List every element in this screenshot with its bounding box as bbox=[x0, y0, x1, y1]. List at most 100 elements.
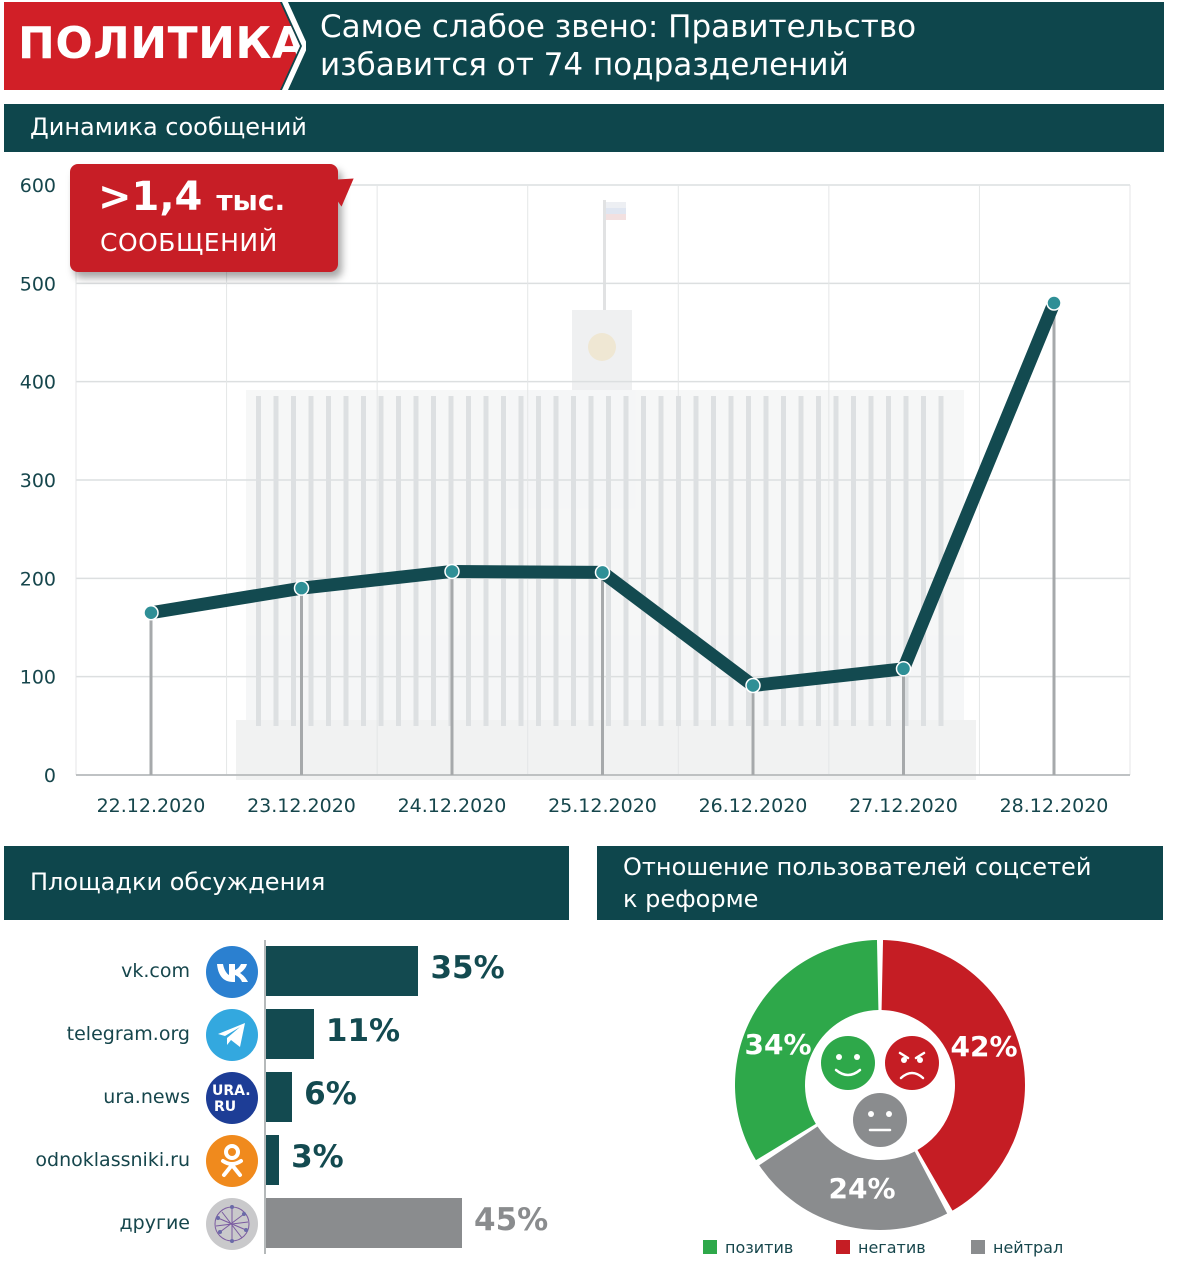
sentiment-faces bbox=[821, 1036, 939, 1147]
building-column bbox=[781, 396, 786, 726]
building-column bbox=[623, 396, 629, 726]
total-messages-callout: >1,4 тыс. СООБЩЕНИЙ bbox=[70, 164, 338, 272]
building-column bbox=[588, 396, 594, 726]
building-column bbox=[606, 396, 611, 726]
building-column bbox=[291, 396, 296, 726]
y-axis-ticks: 0 100 200 300 400 500 600 bbox=[20, 175, 56, 787]
building-column bbox=[518, 396, 524, 726]
rubric-label: ПОЛИТИКА bbox=[18, 18, 307, 69]
x-tick-label-0: 22.12.2020 bbox=[97, 795, 206, 817]
building-column bbox=[763, 396, 769, 726]
drop-lines bbox=[149, 303, 1056, 775]
building-column bbox=[553, 396, 559, 726]
platform-value-label: 35% bbox=[430, 950, 505, 986]
platform-label: ura.news bbox=[103, 1086, 190, 1108]
neutral-face-icon bbox=[853, 1093, 907, 1147]
platforms-bar-chart: vk.com 35% telegram.org 11% ura.news URA. RU 6%… bbox=[0, 930, 580, 1260]
platform-bar bbox=[266, 1135, 280, 1185]
x-tick-label-5: 27.12.2020 bbox=[849, 795, 958, 817]
building-column bbox=[816, 396, 821, 726]
series-points bbox=[143, 295, 1062, 694]
x-tick-label-6: 28.12.2020 bbox=[1000, 795, 1109, 817]
angry-icon bbox=[885, 1036, 939, 1090]
page-title: Самое слабое звено: Правительство избави… bbox=[320, 8, 1140, 84]
rubric-badge: ПОЛИТИКА bbox=[4, 2, 300, 90]
legend-swatch bbox=[971, 1240, 985, 1254]
donut-slices bbox=[735, 940, 1025, 1230]
dynamics-header: Динамика сообщений bbox=[4, 104, 1164, 152]
building-column bbox=[903, 396, 909, 726]
x-axis-ticks: 22.12.2020 23.12.2020 24.12.2020 25.12.2020… bbox=[97, 795, 1109, 817]
donut-slice-позитив bbox=[735, 940, 879, 1161]
slice-labels: 34% 42% 24% bbox=[744, 1028, 1017, 1205]
platform-bar bbox=[266, 1198, 462, 1248]
building-column bbox=[868, 396, 874, 726]
slice-label-0: 34% bbox=[744, 1028, 811, 1061]
legend-swatch bbox=[703, 1240, 717, 1254]
platforms-title: Площадки обсуждения bbox=[30, 868, 326, 896]
y-tick-label-4: 400 bbox=[20, 372, 56, 394]
building-column bbox=[343, 396, 349, 726]
building-column bbox=[711, 396, 716, 726]
attitude-title-line-2: к реформе bbox=[623, 885, 759, 913]
title-line-2: избавится от 74 подразделений bbox=[320, 47, 849, 83]
header-banner: ПОЛИТИКА Самое слабое звено: Правительст… bbox=[4, 2, 1164, 90]
y-tick-label-0: 0 bbox=[44, 765, 56, 787]
y-tick-label-6: 600 bbox=[20, 175, 56, 197]
slice-label-1: 42% bbox=[950, 1030, 1017, 1063]
platform-row: odnoklassniki.ru 3% bbox=[0, 1131, 580, 1191]
platform-value-label: 45% bbox=[474, 1202, 549, 1238]
building-column bbox=[361, 396, 366, 726]
legend-item: негатив bbox=[836, 1236, 926, 1258]
building-column bbox=[396, 396, 401, 726]
building-column bbox=[501, 396, 506, 726]
attitude-header: Отношение пользователей соцсетей к рефор… bbox=[597, 846, 1163, 920]
total-messages-value: >1,4 тыс. bbox=[98, 174, 285, 220]
messages-line-chart: 0 100 200 300 400 500 600 22.12.2020 23.12.2020… bbox=[0, 160, 1189, 830]
x-tick-label-3: 25.12.2020 bbox=[548, 795, 657, 817]
building-column bbox=[851, 396, 856, 726]
building-column bbox=[448, 396, 454, 726]
callout-number: >1,4 bbox=[98, 174, 203, 220]
building-column bbox=[483, 396, 489, 726]
platform-bar bbox=[266, 1072, 293, 1122]
ura-ru-icon: URA. RU bbox=[206, 1072, 258, 1124]
telegram-icon bbox=[206, 1009, 258, 1061]
data-point-3 bbox=[594, 564, 611, 581]
vk-icon bbox=[206, 946, 258, 998]
platform-label: vk.com bbox=[121, 960, 190, 982]
building-column bbox=[641, 396, 646, 726]
building-column bbox=[378, 396, 384, 726]
building-column bbox=[571, 396, 576, 726]
platform-value-label: 6% bbox=[304, 1076, 357, 1112]
data-point-4 bbox=[745, 677, 761, 694]
platform-row: ura.news URA. RU 6% bbox=[0, 1068, 580, 1128]
smile-icon bbox=[821, 1036, 875, 1090]
platform-row: другие 45% bbox=[0, 1194, 580, 1254]
donut-slice-негатив bbox=[881, 940, 1025, 1211]
y-tick-label-1: 100 bbox=[20, 667, 56, 689]
building-column bbox=[658, 396, 664, 726]
attitude-title-line-1: Отношение пользователей соцсетей bbox=[623, 853, 1092, 881]
svg-text:URA.: URA. bbox=[212, 1083, 251, 1099]
building-column bbox=[693, 396, 699, 726]
platform-label: другие bbox=[119, 1212, 190, 1234]
y-tick-label-2: 200 bbox=[20, 568, 56, 590]
donut-svg: 34% 42% 24% bbox=[735, 940, 1025, 1230]
building-column bbox=[308, 396, 314, 726]
y-tick-label-3: 300 bbox=[20, 470, 56, 492]
x-tick-label-4: 26.12.2020 bbox=[699, 795, 808, 817]
platforms-header: Площадки обсуждения bbox=[4, 846, 569, 920]
legend-label: позитив bbox=[725, 1237, 794, 1257]
callout-unit: тыс. bbox=[216, 184, 286, 217]
building-column bbox=[256, 396, 261, 726]
legend-swatch bbox=[836, 1240, 850, 1254]
building-column bbox=[728, 396, 734, 726]
platform-row: vk.com 35% bbox=[0, 942, 580, 1002]
platform-bar bbox=[266, 946, 419, 996]
legend-item: позитив bbox=[703, 1236, 793, 1258]
building-column bbox=[746, 396, 751, 726]
building-column bbox=[431, 396, 436, 726]
attitude-donut-chart: 34% 42% 24% bbox=[700, 930, 1070, 1240]
callout-caption: СООБЩЕНИЙ bbox=[100, 228, 278, 257]
